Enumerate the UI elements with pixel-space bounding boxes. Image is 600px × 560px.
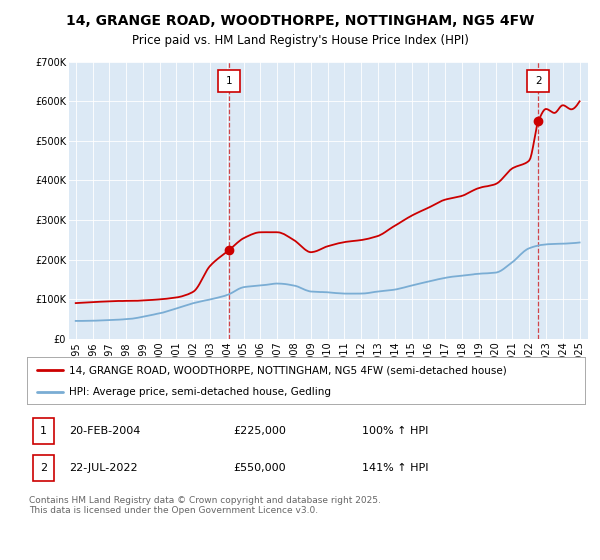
Text: 100% ↑ HPI: 100% ↑ HPI xyxy=(362,426,428,436)
Text: 14, GRANGE ROAD, WOODTHORPE, NOTTINGHAM, NG5 4FW: 14, GRANGE ROAD, WOODTHORPE, NOTTINGHAM,… xyxy=(66,14,534,28)
Text: 20-FEB-2004: 20-FEB-2004 xyxy=(69,426,140,436)
Text: 2: 2 xyxy=(40,463,47,473)
Text: 22-JUL-2022: 22-JUL-2022 xyxy=(69,463,137,473)
Text: £225,000: £225,000 xyxy=(233,426,286,436)
Text: Price paid vs. HM Land Registry's House Price Index (HPI): Price paid vs. HM Land Registry's House … xyxy=(131,34,469,46)
Text: 141% ↑ HPI: 141% ↑ HPI xyxy=(362,463,428,473)
Text: 1: 1 xyxy=(226,76,232,86)
Text: 14, GRANGE ROAD, WOODTHORPE, NOTTINGHAM, NG5 4FW (semi-detached house): 14, GRANGE ROAD, WOODTHORPE, NOTTINGHAM,… xyxy=(69,365,506,375)
Text: 2: 2 xyxy=(535,76,542,86)
Text: Contains HM Land Registry data © Crown copyright and database right 2025.
This d: Contains HM Land Registry data © Crown c… xyxy=(29,496,380,515)
Text: HPI: Average price, semi-detached house, Gedling: HPI: Average price, semi-detached house,… xyxy=(69,388,331,398)
FancyBboxPatch shape xyxy=(33,418,55,444)
Text: £550,000: £550,000 xyxy=(233,463,286,473)
FancyBboxPatch shape xyxy=(33,455,55,481)
Text: 1: 1 xyxy=(40,426,47,436)
